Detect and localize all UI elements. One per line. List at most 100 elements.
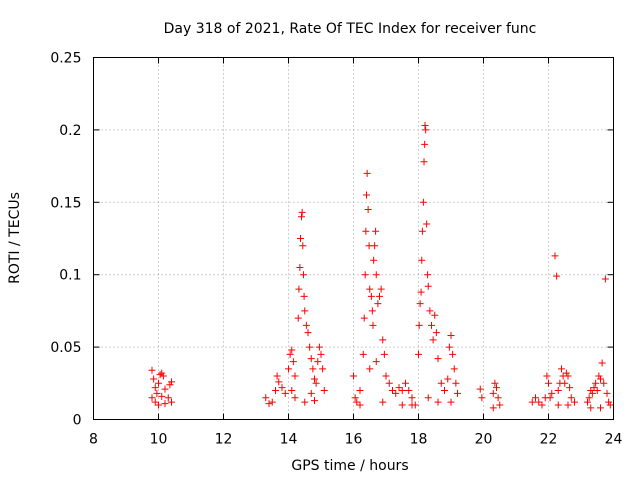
data-point [156, 371, 164, 379]
data-point [353, 398, 361, 406]
data-point [379, 336, 387, 344]
data-point [408, 394, 416, 402]
data-point [281, 389, 289, 397]
data-point [551, 252, 559, 260]
data-point [314, 358, 322, 366]
data-point [302, 321, 310, 329]
data-point [356, 387, 364, 395]
data-point [528, 398, 536, 406]
x-axis-label: GPS time / hours [291, 458, 408, 474]
x-tick-label: 18 [410, 432, 428, 448]
data-point [372, 227, 380, 235]
data-point [304, 329, 312, 337]
x-tick-label: 20 [475, 432, 493, 448]
data-point [364, 206, 372, 214]
data-point [546, 394, 554, 402]
data-point [307, 355, 315, 363]
data-point [351, 394, 359, 402]
data-point [370, 256, 378, 264]
x-tick-label: 12 [215, 432, 233, 448]
data-point [286, 350, 294, 358]
data-point [422, 126, 430, 134]
data-point [584, 398, 591, 406]
data-point [374, 300, 382, 308]
data-point [420, 158, 428, 166]
data-point [275, 378, 283, 386]
data-point [597, 375, 604, 383]
data-point [395, 384, 403, 392]
data-point [278, 384, 286, 392]
data-point [419, 198, 427, 206]
data-point [288, 387, 296, 395]
data-point [150, 375, 158, 383]
data-point [496, 401, 504, 409]
data-point [554, 387, 562, 395]
data-point [590, 384, 598, 392]
data-point [532, 394, 539, 402]
data-point [272, 387, 279, 395]
data-point [429, 336, 437, 344]
data-point [601, 275, 609, 283]
data-point [298, 208, 306, 216]
data-point [567, 394, 575, 402]
data-point [151, 398, 159, 406]
x-tick-label: 14 [280, 432, 298, 448]
data-point [423, 220, 431, 228]
data-point [587, 404, 595, 412]
data-point [296, 263, 304, 271]
data-point [159, 372, 167, 380]
data-point [392, 389, 400, 397]
data-point [587, 387, 595, 395]
tick-labels: 8 10 12 14 16 18 20 22 24 0 0.05 0.1 0.15 0.2 0.25 [50, 51, 622, 448]
data-point [312, 379, 320, 387]
data-point [311, 397, 318, 405]
y-tick-label: 0.05 [50, 340, 81, 356]
data-point [289, 358, 297, 366]
data-point [491, 379, 499, 387]
data-point [445, 343, 453, 351]
y-tick-label: 0 [73, 413, 82, 429]
data-point [543, 372, 551, 380]
data-point [571, 398, 578, 406]
data-point [319, 365, 327, 373]
x-tick-label: 24 [605, 432, 623, 448]
data-point [398, 401, 406, 409]
data-point [444, 375, 452, 383]
data-point [402, 379, 409, 387]
data-point [434, 355, 442, 363]
data-point [535, 398, 543, 406]
data-point [424, 282, 432, 290]
data-point [300, 292, 308, 300]
y-tick-label: 0.15 [50, 195, 81, 211]
data-point [161, 400, 169, 408]
data-point [598, 359, 606, 367]
data-point [476, 385, 484, 393]
data-point [380, 350, 388, 358]
data-point [585, 394, 593, 402]
y-tick-label: 0.25 [50, 51, 81, 67]
data-point [432, 329, 440, 337]
data-point [288, 346, 296, 354]
data-point [398, 387, 406, 395]
data-point [285, 365, 292, 373]
data-point [379, 398, 387, 406]
data-point [418, 227, 426, 235]
data-point [168, 378, 175, 386]
data-point [262, 394, 270, 402]
data-point [371, 242, 379, 250]
y-tick-label: 0.1 [59, 268, 81, 284]
data-point [561, 379, 569, 387]
data-point [421, 122, 429, 130]
data-point [424, 394, 432, 402]
data-point [431, 311, 439, 319]
data-point [588, 389, 596, 397]
data-point [299, 271, 307, 279]
data-point [363, 169, 371, 177]
x-tick-label: 10 [150, 432, 168, 448]
data-point [273, 372, 281, 380]
data-point [268, 398, 276, 406]
y-tick-label: 0.2 [59, 123, 81, 139]
data-point [166, 381, 174, 389]
data-point [553, 272, 561, 280]
data-point [369, 321, 377, 329]
